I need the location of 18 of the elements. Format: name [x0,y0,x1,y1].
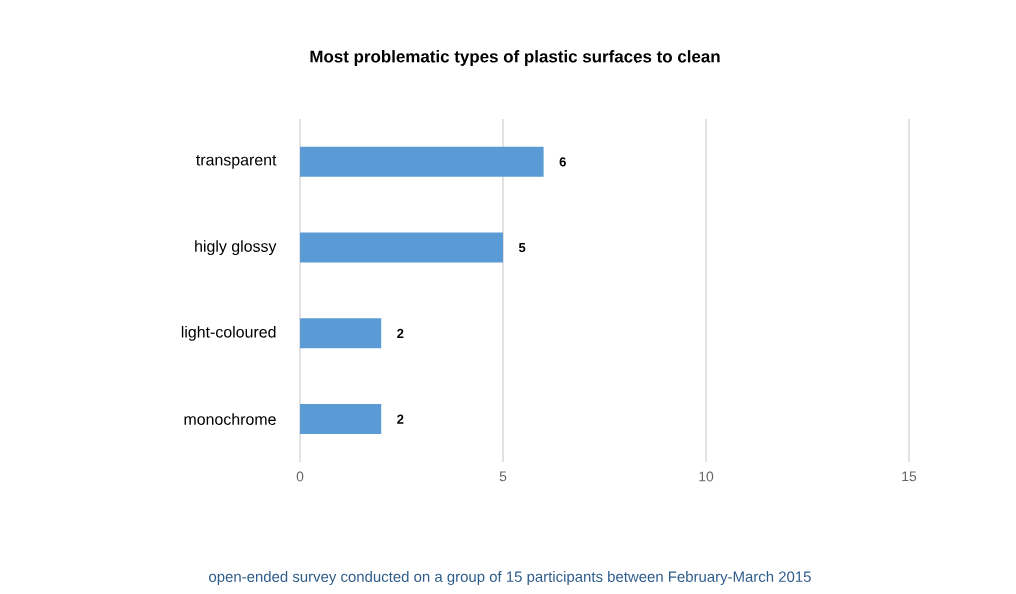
x-tick-label: 15 [902,471,917,482]
y-tick-label: monochrome [184,413,276,425]
data-label: 2 [397,328,404,338]
y-tick-label: higly glossy [195,240,277,256]
bar [300,404,382,435]
data-label: 5 [518,243,526,253]
x-tick-label: 0 [296,471,304,482]
data-label: 2 [397,414,404,424]
chart-title: Most problematic types of plastic surfaces to clean [310,50,720,66]
data-label: 6 [559,157,566,167]
x-tick-label: 10 [699,471,714,482]
bar [300,232,504,263]
y-tick-label: transparent [196,155,277,169]
y-tick-label: light-coloured [181,325,276,341]
text: open-ended survey conducted on a group of 15 participants between February-March 2015 [209,571,811,585]
x-tick-label: 5 [499,471,507,482]
bar [300,318,382,349]
bar [300,146,544,177]
